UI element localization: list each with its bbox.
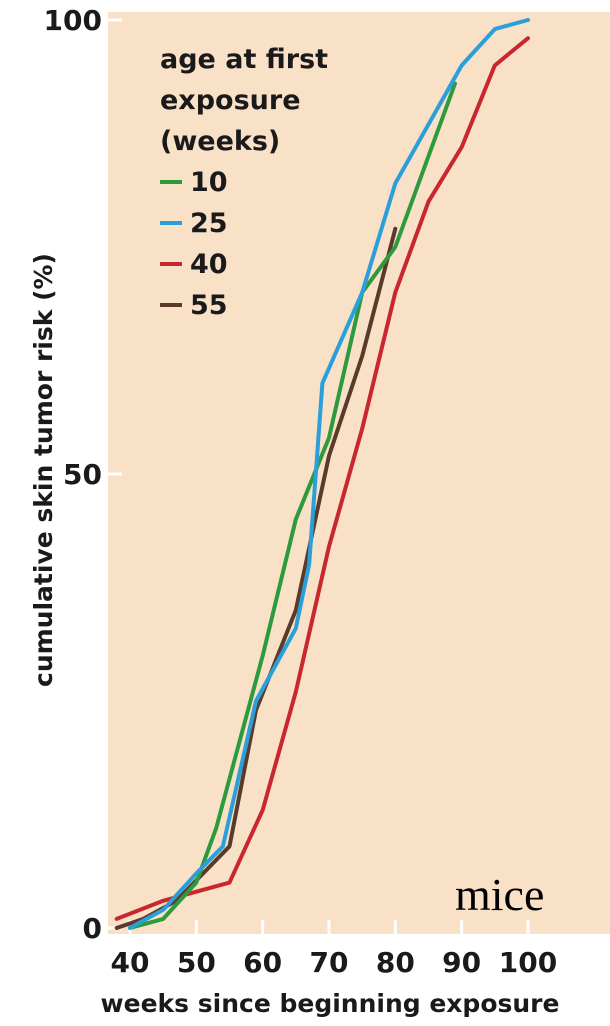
legend-title-line: exposure xyxy=(160,85,301,116)
legend-label-40: 40 xyxy=(190,249,228,280)
x-tick-label: 50 xyxy=(177,946,216,979)
y-tick-label: 0 xyxy=(83,912,102,945)
y-axis-title: cumulative skin tumor risk (%) xyxy=(29,253,58,687)
legend-title-line: age at first xyxy=(160,44,328,75)
series-line-10 xyxy=(128,81,457,930)
y-tick-label: 50 xyxy=(63,458,102,491)
x-tick-label: 70 xyxy=(310,946,349,979)
x-tick-label: 80 xyxy=(376,946,415,979)
x-tick-label: 90 xyxy=(442,946,481,979)
x-tick-label: 60 xyxy=(243,946,282,979)
x-tick-label: 40 xyxy=(111,946,150,979)
x-axis-title: weeks since beginning exposure xyxy=(101,989,560,1018)
legend-title-line: (weeks) xyxy=(160,126,280,157)
legend-label-25: 25 xyxy=(190,208,228,239)
series-line-40 xyxy=(114,36,530,921)
legend-label-10: 10 xyxy=(190,167,228,198)
mice-annotation: mice xyxy=(455,869,544,920)
x-tick-label: 100 xyxy=(499,946,557,979)
series-line-25 xyxy=(128,18,530,930)
plot-background xyxy=(108,12,610,934)
legend-label-55: 55 xyxy=(190,290,228,321)
y-tick-label: 100 xyxy=(44,4,102,37)
